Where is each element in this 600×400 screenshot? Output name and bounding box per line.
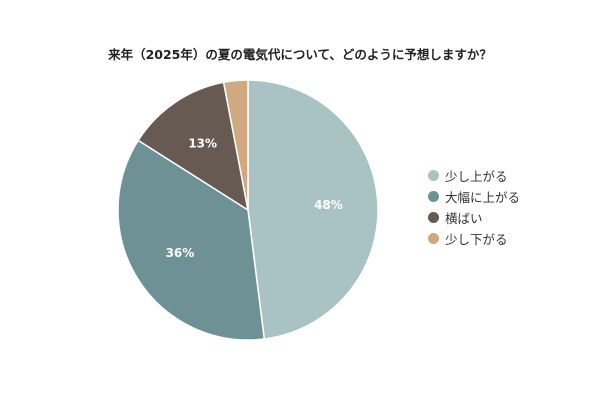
legend-swatch [428, 232, 439, 244]
chart-legend: 少し上がる大幅に上がる 横ばい少し下がる [428, 167, 521, 247]
legend-item-3: 横ばい [428, 209, 520, 226]
legend-swatch [428, 190, 439, 202]
data-label-2: 36% [166, 246, 195, 260]
legend-swatch [428, 211, 439, 223]
chart-title: 来年（2025年）の夏の電気代について、どのように予想しますか？ [108, 47, 492, 62]
legend-label: 少し上がる [445, 168, 508, 184]
legend-item-4: 少し下がる [428, 230, 520, 247]
pie-slice-2 [117, 139, 266, 341]
pie-slice-1 [247, 79, 379, 340]
legend-label: 横ばい [445, 210, 483, 226]
pie-slice-3 [137, 81, 250, 212]
data-label-3: 13% [188, 136, 217, 150]
legend-item-2: 大幅に上がる [428, 188, 521, 205]
legend-item-1: 少し上がる [428, 167, 520, 184]
legend-swatch [428, 169, 439, 181]
legend-label: 少し下がる [445, 231, 508, 247]
data-label-1: 48% [314, 198, 343, 212]
legend-label: 大幅に上がる [445, 189, 521, 205]
pie-slice-4 [222, 79, 249, 211]
